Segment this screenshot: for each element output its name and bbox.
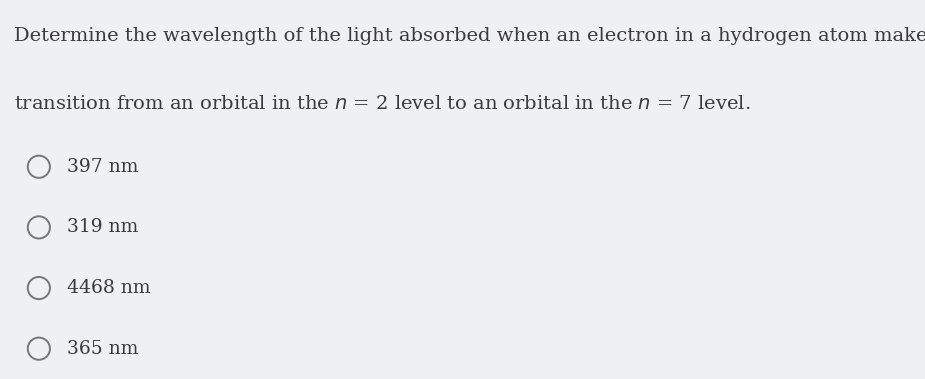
Text: 4468 nm: 4468 nm <box>67 279 150 297</box>
Text: Determine the wavelength of the light absorbed when an electron in a hydrogen at: Determine the wavelength of the light ab… <box>14 27 925 44</box>
Text: transition from an orbital in the $n$ = 2 level to an orbital in the $n$ = 7 lev: transition from an orbital in the $n$ = … <box>14 95 750 113</box>
Text: 397 nm: 397 nm <box>67 158 138 176</box>
Text: 319 nm: 319 nm <box>67 218 138 236</box>
Text: 365 nm: 365 nm <box>67 340 138 358</box>
